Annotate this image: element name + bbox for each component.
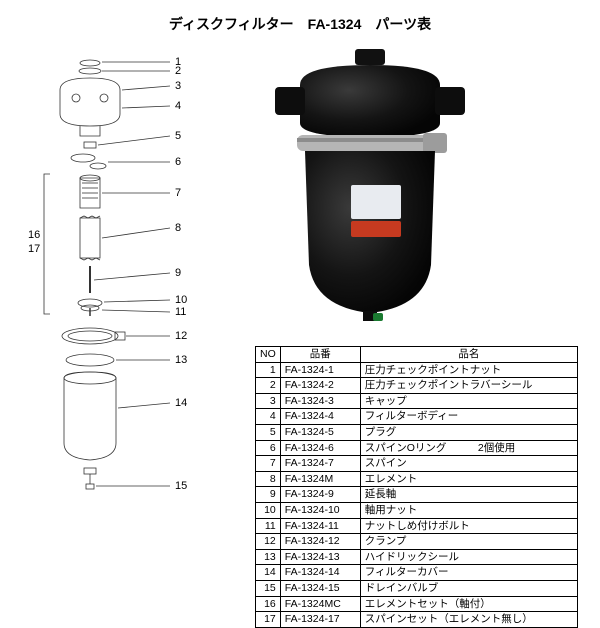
callout-4: 4 <box>175 100 181 112</box>
callout-8: 8 <box>175 222 181 234</box>
cell-part-name: フィルターボディー <box>360 409 577 425</box>
cell-part-number: FA-1324-3 <box>280 393 360 409</box>
cell-part-name: エレメントセット（軸付） <box>360 596 577 612</box>
cell-part-number: FA-1324-6 <box>280 440 360 456</box>
cell-part-name: ドレインバルブ <box>360 580 577 596</box>
cell-part-number: FA-1324-12 <box>280 534 360 550</box>
cell-part-number: FA-1324-17 <box>280 612 360 628</box>
cell-part-name: スパイン <box>360 456 577 472</box>
cell-no: 12 <box>256 534 281 550</box>
cell-part-name: 延長軸 <box>360 487 577 503</box>
parts-table: NO 品番 品名 1FA-1324-1圧力チェックポイントナット2FA-1324… <box>255 346 578 628</box>
cell-no: 13 <box>256 549 281 565</box>
cell-no: 4 <box>256 409 281 425</box>
cell-part-name: フィルターカバー <box>360 565 577 581</box>
cell-part-name: エレメント <box>360 471 577 487</box>
cell-no: 16 <box>256 596 281 612</box>
table-row: 3FA-1324-3キャップ <box>256 393 578 409</box>
table-row: 6FA-1324-6スパインOリング 2個使用 <box>256 440 578 456</box>
table-row: 9FA-1324-9延長軸 <box>256 487 578 503</box>
cell-part-number: FA-1324-2 <box>280 378 360 394</box>
cell-part-name: 軸用ナット <box>360 502 577 518</box>
cell-part-name: スパインセット（エレメント無し） <box>360 612 577 628</box>
cell-part-number: FA-1324-7 <box>280 456 360 472</box>
cell-no: 6 <box>256 440 281 456</box>
callout-10: 10 <box>175 294 187 306</box>
cell-part-number: FA-1324M <box>280 471 360 487</box>
callout-13: 13 <box>175 354 187 366</box>
table-row: 16FA-1324MCエレメントセット（軸付） <box>256 596 578 612</box>
cell-part-number: FA-1324-13 <box>280 549 360 565</box>
cell-no: 8 <box>256 471 281 487</box>
cell-part-number: FA-1324-14 <box>280 565 360 581</box>
callout-16: 16 <box>28 229 40 241</box>
cell-part-name: スパインOリング 2個使用 <box>360 440 577 456</box>
callout-7: 7 <box>175 187 181 199</box>
col-name: 品名 <box>360 347 577 363</box>
cell-no: 14 <box>256 565 281 581</box>
cell-no: 7 <box>256 456 281 472</box>
cell-part-number: FA-1324-9 <box>280 487 360 503</box>
cell-part-name: クランプ <box>360 534 577 550</box>
cell-part-number: FA-1324-10 <box>280 502 360 518</box>
cell-part-number: FA-1324-5 <box>280 424 360 440</box>
cell-no: 10 <box>256 502 281 518</box>
cell-no: 2 <box>256 378 281 394</box>
cell-no: 11 <box>256 518 281 534</box>
table-row: 10FA-1324-10軸用ナット <box>256 502 578 518</box>
col-no: NO <box>256 347 281 363</box>
cell-part-number: FA-1324-1 <box>280 362 360 378</box>
table-row: 2FA-1324-2圧力チェックポイントラバーシール <box>256 378 578 394</box>
col-pn: 品番 <box>280 347 360 363</box>
cell-part-name: 圧力チェックポイントラバーシール <box>360 378 577 394</box>
table-row: 4FA-1324-4フィルターボディー <box>256 409 578 425</box>
table-row: 12FA-1324-12クランプ <box>256 534 578 550</box>
table-row: 11FA-1324-11ナットしめ付けボルト <box>256 518 578 534</box>
cell-part-number: FA-1324-11 <box>280 518 360 534</box>
table-row: 5FA-1324-5プラグ <box>256 424 578 440</box>
cell-no: 9 <box>256 487 281 503</box>
table-row: 8FA-1324Mエレメント <box>256 471 578 487</box>
cell-no: 5 <box>256 424 281 440</box>
callout-5: 5 <box>175 130 181 142</box>
callout-11: 11 <box>175 306 186 318</box>
page-title: ディスクフィルター FA-1324 パーツ表 <box>0 14 600 34</box>
callout-15: 15 <box>175 480 187 492</box>
callout-2: 2 <box>175 65 181 77</box>
cell-no: 3 <box>256 393 281 409</box>
callout-6: 6 <box>175 156 181 168</box>
callout-12: 12 <box>175 330 187 342</box>
callout-9: 9 <box>175 267 181 279</box>
cell-part-number: FA-1324-15 <box>280 580 360 596</box>
table-row: 14FA-1324-14フィルターカバー <box>256 565 578 581</box>
cell-part-number: FA-1324MC <box>280 596 360 612</box>
exploded-diagram: 1 2 3 4 5 6 7 8 9 10 11 12 13 14 15 16 1… <box>20 48 230 508</box>
cell-part-name: ナットしめ付けボルト <box>360 518 577 534</box>
callout-17: 17 <box>28 243 40 255</box>
cell-part-number: FA-1324-4 <box>280 409 360 425</box>
cell-no: 1 <box>256 362 281 378</box>
product-photo <box>255 45 475 330</box>
cell-no: 17 <box>256 612 281 628</box>
cell-part-name: ハイドリックシール <box>360 549 577 565</box>
table-row: 15FA-1324-15ドレインバルブ <box>256 580 578 596</box>
callout-14: 14 <box>175 397 187 409</box>
cell-no: 15 <box>256 580 281 596</box>
cell-part-name: プラグ <box>360 424 577 440</box>
table-row: 1FA-1324-1圧力チェックポイントナット <box>256 362 578 378</box>
table-row: 13FA-1324-13ハイドリックシール <box>256 549 578 565</box>
table-header-row: NO 品番 品名 <box>256 347 578 363</box>
cell-part-name: キャップ <box>360 393 577 409</box>
table-row: 7FA-1324-7スパイン <box>256 456 578 472</box>
cell-part-name: 圧力チェックポイントナット <box>360 362 577 378</box>
callout-3: 3 <box>175 80 181 92</box>
table-row: 17FA-1324-17スパインセット（エレメント無し） <box>256 612 578 628</box>
